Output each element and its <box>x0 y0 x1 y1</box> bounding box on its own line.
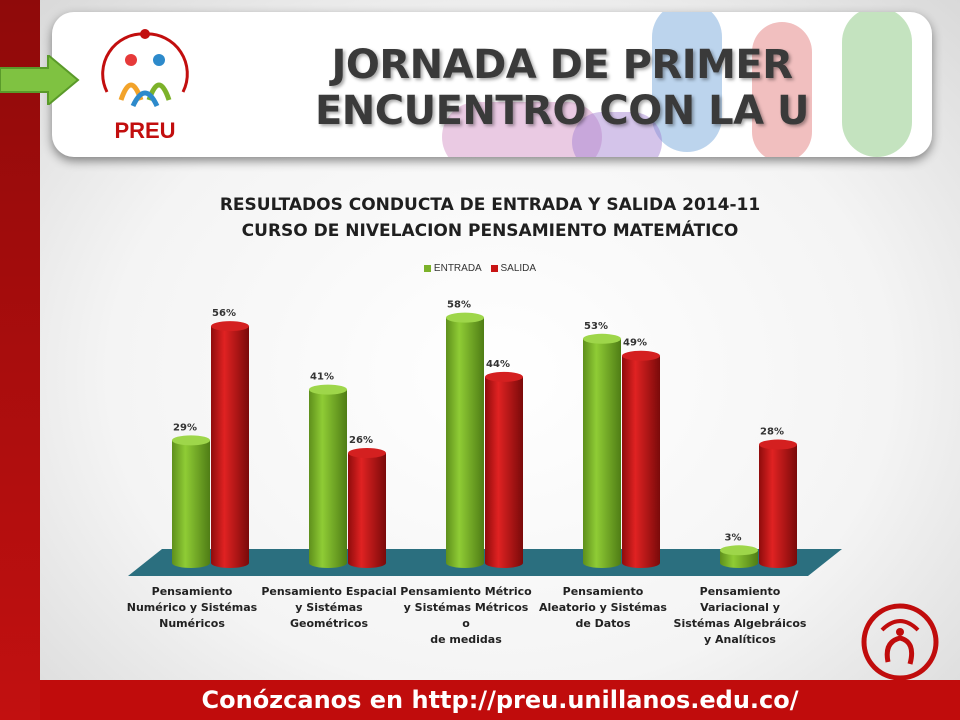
chart-title: RESULTADOS CONDUCTA DE ENTRADA Y SALIDA … <box>130 192 850 244</box>
right-arrow-icon <box>0 55 80 105</box>
category-label-line: Aleatorio y Sistémas <box>539 601 667 614</box>
banner-decoration-figure <box>442 102 602 157</box>
bar-base <box>720 558 758 568</box>
legend-swatch-entrada <box>423 264 431 272</box>
data-label-entrada-3: 58% <box>447 300 471 311</box>
data-label-salida-5: 28% <box>760 427 784 438</box>
footer-bar <box>40 680 960 720</box>
bar-base <box>485 558 523 568</box>
left-strip <box>0 0 40 720</box>
banner-decoration-figure <box>652 12 722 152</box>
bar-top <box>759 439 797 450</box>
bar-entrada-4: 53% <box>583 321 621 568</box>
bar-top <box>485 371 523 382</box>
bar-base <box>211 558 249 568</box>
bar-top <box>720 545 758 556</box>
bar-salida-3: 44% <box>485 359 523 568</box>
category-label-line: Numéricos <box>159 617 225 630</box>
category-label-5: Pensamiento Variacional y Sistémas Algebrá… <box>672 584 808 648</box>
category-label-line: Pensamiento <box>699 585 781 598</box>
chart-title-line: RESULTADOS CONDUCTA DE ENTRADA Y SALIDA … <box>219 195 761 215</box>
bar-salida-1: 56% <box>211 308 249 568</box>
data-label-salida-3: 44% <box>486 359 510 370</box>
category-label-1: Pensamiento Numérico y Sistémas Numéricos <box>124 584 260 632</box>
unillanos-logo-icon <box>861 603 939 681</box>
banner-title: JORNADA DE PRIMER ENCUENTRO CON LA U <box>282 42 842 134</box>
bar-base <box>759 558 797 568</box>
data-label-salida-4: 49% <box>623 338 647 349</box>
preu-logo-graphic <box>101 29 189 108</box>
bar-body <box>583 338 621 563</box>
bar-entrada-5: 3% <box>720 532 758 568</box>
bar-body <box>759 444 797 563</box>
category-label-3: Pensamiento Métrico y Sistémas Métricos o… <box>398 584 534 648</box>
legend-swatch-salida <box>490 264 498 272</box>
bar-salida-2: 26% <box>348 435 386 568</box>
bar-entrada-3: 58% <box>446 300 484 568</box>
bar-top <box>309 384 347 395</box>
bar-entrada-1: 29% <box>172 422 210 568</box>
bar-top <box>622 350 660 361</box>
category-label-line: y Sistémas <box>295 601 363 614</box>
bar-salida-5: 28% <box>759 427 797 568</box>
category-label-line: Sistémas Algebráicos <box>673 617 807 630</box>
bar-body <box>446 317 484 563</box>
data-label-entrada-2: 41% <box>310 372 334 383</box>
category-label-line: de Datos <box>575 617 631 630</box>
category-label-line: Pensamiento <box>151 585 233 598</box>
bar-top <box>348 448 386 459</box>
legend-item-salida: SALIDA <box>490 263 537 274</box>
data-label-salida-2: 26% <box>349 435 373 446</box>
footer-link[interactable]: Conózcanos en http://preu.unillanos.edu.… <box>201 686 799 714</box>
category-label-line: Pensamiento <box>562 585 644 598</box>
category-label-line: de medidas <box>430 633 502 646</box>
category-label-line: y Sistémas Métricos o <box>403 601 529 630</box>
data-label-salida-1: 56% <box>212 308 236 319</box>
category-label-line: Numérico y Sistémas <box>126 601 258 614</box>
bar-top <box>583 333 621 344</box>
banner-title-line2: ENCUENTRO CON LA U <box>314 88 810 134</box>
bar-base <box>622 558 660 568</box>
category-label-line: Pensamiento Métrico <box>400 585 532 598</box>
bar-base <box>172 558 210 568</box>
chart-legend: ENTRADA SALIDA <box>0 263 960 274</box>
data-label-entrada-1: 29% <box>173 422 197 433</box>
category-label-2: Pensamiento Espacial y Sistémas Geométrico… <box>261 584 397 632</box>
banner-decoration-figure <box>752 22 812 157</box>
bar-top <box>446 312 484 323</box>
bar-base <box>348 558 386 568</box>
chart-subtitle-line: CURSO DE NIVELACION PENSAMIENTO MATEMÁTI… <box>241 221 739 241</box>
banner-decoration-figure <box>842 12 912 157</box>
banner-title-line1: JORNADA DE PRIMER <box>331 42 793 88</box>
bar-body <box>309 389 347 563</box>
preu-logo-text: PREU <box>114 118 176 143</box>
bar-body <box>211 326 249 563</box>
category-label-4: Pensamiento Aleatorio y Sistémas de Datos <box>535 584 671 632</box>
bar-body <box>172 440 210 563</box>
bar-base <box>583 558 621 568</box>
legend-label-entrada: ENTRADA <box>433 263 482 274</box>
bars-layer: 29% 41% 58% 53% 3% 56% 26% 44% 49% 28% <box>172 300 797 568</box>
category-label-line: Variacional y <box>700 601 780 614</box>
bar-top <box>211 321 249 332</box>
banner-decoration-figure <box>572 112 662 157</box>
data-label-entrada-5: 3% <box>725 532 742 543</box>
legend-label-salida: SALIDA <box>500 263 537 274</box>
bar-entrada-2: 41% <box>309 372 347 568</box>
legend-item-entrada: ENTRADA <box>423 263 482 274</box>
preu-logo-icon: PREU <box>85 22 205 147</box>
category-label-line: Geométricos <box>289 617 369 630</box>
bar-body <box>622 355 660 563</box>
banner: JORNADA DE PRIMER ENCUENTRO CON LA U <box>52 12 932 157</box>
bar-body <box>485 376 523 563</box>
category-label-line: Pensamiento Espacial <box>261 585 397 598</box>
bar-body <box>348 453 386 563</box>
data-label-entrada-4: 53% <box>584 321 608 332</box>
bar-base <box>446 558 484 568</box>
bar-top <box>172 435 210 446</box>
category-label-line: y Analíticos <box>704 633 776 646</box>
bar-base <box>309 558 347 568</box>
bar-salida-4: 49% <box>622 338 660 568</box>
